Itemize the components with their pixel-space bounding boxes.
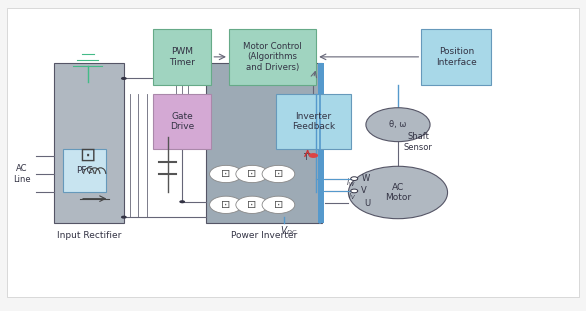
Circle shape [121, 216, 127, 219]
Text: Gate
Drive: Gate Drive [170, 112, 195, 131]
Circle shape [262, 165, 295, 183]
FancyBboxPatch shape [206, 63, 322, 223]
FancyBboxPatch shape [7, 7, 579, 297]
Text: Inverter
Feedback: Inverter Feedback [292, 112, 335, 131]
Text: $i_W$: $i_W$ [346, 176, 356, 189]
Circle shape [236, 165, 268, 183]
Circle shape [351, 177, 357, 180]
Text: W: W [361, 174, 370, 183]
Circle shape [351, 189, 357, 193]
FancyBboxPatch shape [318, 63, 324, 223]
Text: ⊡: ⊡ [274, 200, 283, 210]
Text: Input Rectifier: Input Rectifier [57, 231, 121, 240]
Text: PWM
Timer: PWM Timer [169, 47, 195, 67]
Text: $i_V$: $i_V$ [348, 189, 356, 202]
Text: V: V [361, 187, 367, 195]
Text: AC
Motor: AC Motor [385, 183, 411, 202]
FancyBboxPatch shape [421, 29, 491, 85]
FancyBboxPatch shape [54, 63, 124, 223]
Text: ⊡: ⊡ [80, 146, 96, 165]
Circle shape [366, 108, 430, 142]
Text: ⊡: ⊡ [247, 169, 257, 179]
Text: ⊡: ⊡ [247, 200, 257, 210]
FancyBboxPatch shape [229, 29, 316, 85]
Circle shape [349, 166, 448, 219]
FancyBboxPatch shape [63, 149, 107, 193]
FancyBboxPatch shape [275, 94, 352, 149]
Text: Position
Interface: Position Interface [436, 47, 476, 67]
Text: ⊡: ⊡ [222, 200, 231, 210]
Text: Motor Control
(Algorithms
and Drivers): Motor Control (Algorithms and Drivers) [243, 42, 302, 72]
Circle shape [179, 200, 185, 203]
Circle shape [121, 77, 127, 80]
Circle shape [262, 196, 295, 213]
Circle shape [210, 165, 242, 183]
Text: ⊡: ⊡ [274, 169, 283, 179]
Text: θ, ω: θ, ω [389, 120, 407, 129]
Text: U: U [364, 199, 371, 208]
FancyBboxPatch shape [153, 94, 212, 149]
Text: Power Inverter: Power Inverter [231, 231, 297, 240]
Text: ⊡: ⊡ [222, 169, 231, 179]
Text: AC
Line: AC Line [13, 164, 30, 184]
Circle shape [210, 196, 242, 213]
FancyBboxPatch shape [153, 29, 212, 85]
Text: $V_{DC}$: $V_{DC}$ [280, 225, 298, 237]
Text: T°: T° [304, 152, 312, 161]
Text: PFC: PFC [76, 166, 93, 175]
Text: Shaft
Sensor: Shaft Sensor [404, 132, 433, 152]
Circle shape [309, 153, 318, 158]
Circle shape [236, 196, 268, 213]
